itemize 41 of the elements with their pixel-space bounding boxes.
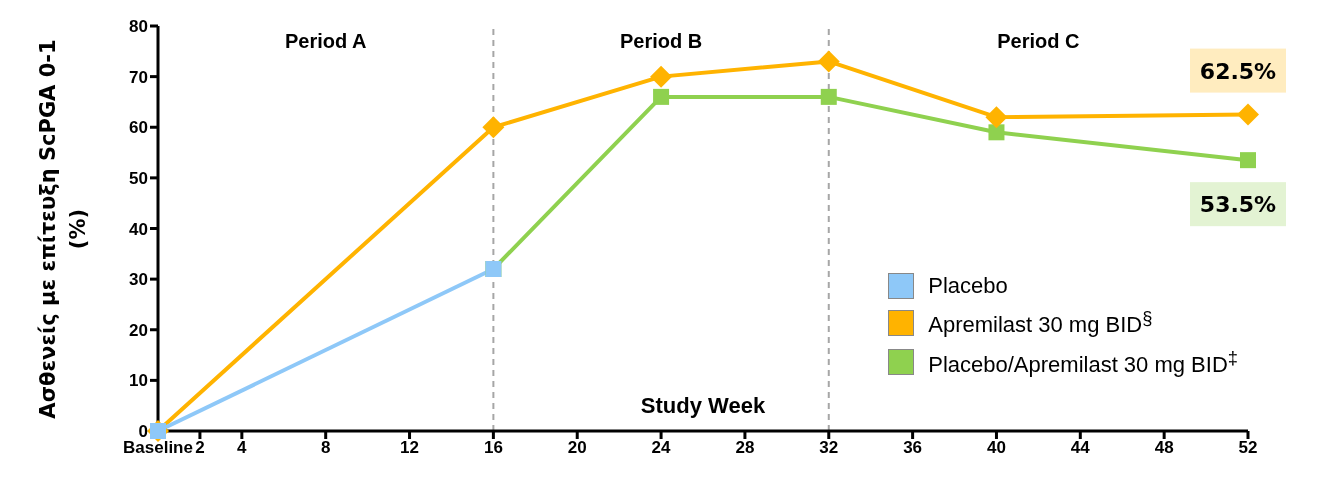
point [985,106,1008,129]
point [653,88,670,105]
annotation: Period C [997,30,1080,53]
x-tick-label: 20 [567,438,587,458]
annotation: Period A [284,30,367,53]
x-tick-label: 16 [483,438,503,458]
y-tick-label: 10 [129,371,148,391]
annotation: Period B [619,30,703,53]
point [817,50,840,73]
x-tick-label: 32 [819,438,839,458]
point [1237,103,1259,126]
x-tick-label: 8 [320,438,331,458]
y-tick-label: 80 [129,17,148,37]
y-tick-label: 60 [129,118,148,138]
data-label: 53.5% [1199,192,1277,218]
y-axis-title: Ασθενείς με επίτευξη ScPGA 0-1 (%) [34,38,90,419]
x-tick-label: 40 [987,438,1006,458]
point [1240,152,1256,169]
x-tick-label: 36 [903,438,923,458]
x-tick-label: 2 [195,438,205,458]
x-tick-label: 4 [237,438,248,458]
legend-label: Placebo/Apremilast 30 mg BID$^{‡}$ [928,346,1238,378]
x-tick-label: 44 [1070,438,1091,458]
x-tick-label: 28 [735,438,755,458]
point [820,88,837,105]
legend-label: Placebo [928,273,1008,300]
x-tick-label: 52 [1238,438,1258,458]
x-axis-title: Study Week [639,393,767,419]
legend-label: Apremilast 30 mg BID$^{§}$ [928,307,1153,339]
data-label: 62.5% [1199,58,1277,84]
point [650,65,673,88]
y-tick-label: 50 [129,168,148,188]
point [988,124,1005,141]
x-tick-label: 12 [400,438,419,458]
y-tick-label: 40 [129,219,148,239]
y-tick-label: 20 [129,320,148,340]
x-tick-label: 48 [1154,438,1174,458]
y-tick-label: 30 [129,270,148,290]
point [482,116,505,139]
y-tick-label: 70 [129,67,148,87]
x-tick-label: 24 [651,438,672,458]
